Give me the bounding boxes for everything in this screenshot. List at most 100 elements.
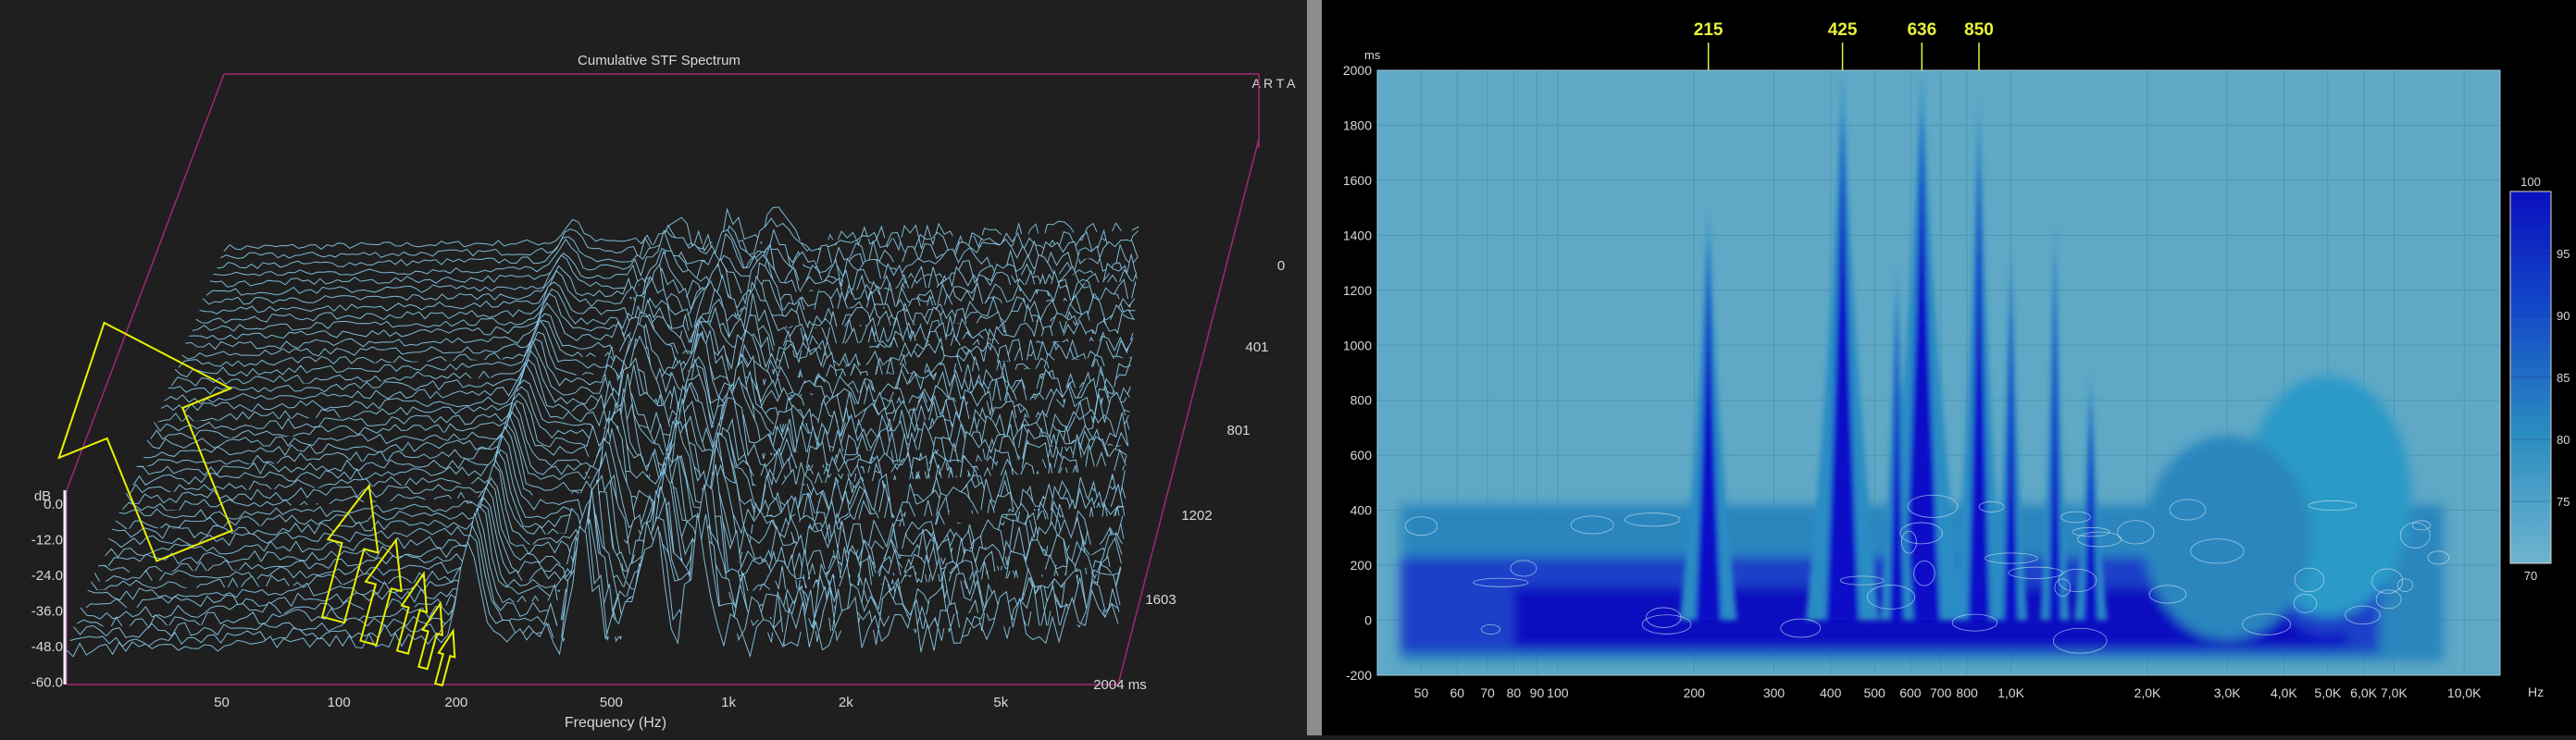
ridge-core: [1967, 139, 1990, 621]
db-tick-label: -60.0: [31, 675, 63, 691]
contour-line: [2375, 589, 2402, 610]
db-tick-label: 0.0: [44, 497, 63, 512]
contour-line: [2345, 605, 2381, 625]
annotation-arrow: [395, 571, 429, 655]
waterfall-chart: Cumulative STF Spectrum A R T A 0 dB Fre…: [31, 53, 1297, 731]
time-tick-label: 2004 ms: [1093, 677, 1147, 693]
db-tick-label: -12.0: [31, 533, 63, 549]
y-tick-label: 1800: [1343, 117, 1372, 132]
waterfall-title: Cumulative STF Spectrum: [578, 53, 740, 68]
ridge-core: [2083, 392, 2098, 621]
y-tick-label: 600: [1350, 448, 1373, 462]
ridges: [1679, 70, 2108, 621]
time-tick-label: 401: [1245, 339, 1268, 355]
annotation-arrow: [417, 600, 443, 671]
freq-tick-label: 1k: [721, 695, 736, 710]
waterfall-trace: [170, 319, 1133, 387]
x-tick-label: 10,0K: [2447, 685, 2482, 700]
contour-line: [1780, 618, 1822, 638]
contour-line: [1570, 515, 1614, 535]
contour-line: [1839, 575, 1885, 586]
x-tick-label: 1,0K: [1997, 685, 2024, 700]
contour-line: [2190, 538, 2245, 564]
colorbar: 100 95 90 85 80 75 70: [2509, 175, 2570, 583]
contour-line: [2058, 568, 2097, 593]
x-tick-label: 600: [1899, 685, 1922, 700]
x-tick-label: 3,0K: [2214, 685, 2241, 700]
y-tick-label: -200: [1346, 668, 1372, 683]
colorbar-tick-label: 90: [2557, 309, 2570, 323]
peak-label: 850: [1964, 20, 1994, 40]
freq-tick-label: 5k: [993, 695, 1008, 710]
colorbar-tick-label: 75: [2557, 495, 2570, 509]
contour-line: [1624, 512, 1681, 527]
contour-line: [1641, 614, 1692, 635]
ridge-core: [1825, 114, 1860, 621]
contour-line: [1901, 530, 1917, 554]
annotation-arrow: [320, 483, 380, 624]
spectrogram-plot: [1377, 70, 2500, 675]
x-tick-label: 7,0K: [2381, 685, 2408, 700]
waterfall-trace: [223, 206, 1139, 253]
y-tick-label: 1200: [1343, 283, 1372, 298]
peak-markers: 215 425 636 850: [1694, 20, 1994, 70]
waterfall-trace: [150, 358, 1130, 440]
contour-line: [1978, 500, 2005, 512]
waterfall-trace: [174, 314, 1133, 382]
frame-edge: [66, 73, 225, 491]
contour-line: [2371, 568, 2404, 594]
contour-line: [2411, 520, 2432, 531]
colorbar-tick-label: 85: [2557, 371, 2570, 385]
y-tick-label: 1000: [1343, 338, 1372, 352]
brand-label: A R T A: [1252, 76, 1297, 91]
colorbar-tick-label: 100: [2520, 175, 2541, 189]
colorbar-gradient: [2509, 191, 2552, 564]
right-scale-label: 0: [1277, 258, 1285, 274]
contour-line: [2293, 593, 2318, 613]
colorbar-tick-label: 80: [2557, 433, 2570, 447]
y-tick-label: 200: [1350, 558, 1373, 573]
time-tick-label: 1202: [1181, 508, 1212, 524]
energy-blob: [2144, 436, 2311, 640]
contour-line: [2294, 567, 2325, 593]
db-tick-label: -36.0: [31, 604, 63, 620]
contour-line: [2052, 627, 2108, 654]
freq-tick-label: 50: [214, 695, 230, 710]
ridge-core: [1903, 114, 1941, 621]
contour-line: [1985, 552, 2038, 564]
contour-line: [1866, 585, 1915, 610]
ridge-core: [1695, 240, 1722, 621]
contour-line: [1899, 522, 1943, 545]
contour-line: [2054, 578, 2072, 597]
y-tick-label: 800: [1350, 393, 1373, 408]
waterfall-trace: [66, 512, 1119, 659]
x-tick-label: 800: [1956, 685, 1978, 700]
contour-line: [2008, 566, 2063, 579]
waterfall-panel: Cumulative STF Spectrum A R T A 0 dB Fre…: [31, 53, 1297, 731]
y-tick-label: 400: [1350, 503, 1373, 518]
peak-label: 215: [1694, 20, 1724, 40]
colorbar-tick-label: 95: [2557, 247, 2570, 261]
x-tick-label: 60: [1450, 685, 1464, 700]
y-tick-label: 1400: [1343, 228, 1372, 242]
contour-line: [2117, 520, 2155, 545]
spectrogram-axes: 2000180016001400120010008006004002000-20…: [1343, 63, 2501, 700]
waterfall-trace: [136, 391, 1128, 479]
peak-label: 425: [1828, 20, 1858, 40]
contour-line: [1913, 560, 1935, 586]
ridge-core: [2003, 278, 2019, 621]
x-tick-label: 50: [1414, 685, 1429, 700]
contour-line: [1951, 613, 1998, 632]
x-tick-label: 90: [1530, 685, 1545, 700]
colorbar-tick-label: 70: [2524, 569, 2537, 583]
annotation-arrow: [57, 321, 234, 562]
spectrogram-xlabel: Hz: [2528, 684, 2544, 699]
contour-line: [2308, 500, 2358, 511]
x-tick-label: 70: [1480, 685, 1495, 700]
contour-line: [2399, 522, 2431, 549]
contour-line: [2072, 526, 2110, 537]
contour-line: [1907, 494, 1959, 518]
frame-edge: [1117, 138, 1260, 685]
x-tick-label: 200: [1684, 685, 1706, 700]
x-tick-label: 80: [1507, 685, 1522, 700]
